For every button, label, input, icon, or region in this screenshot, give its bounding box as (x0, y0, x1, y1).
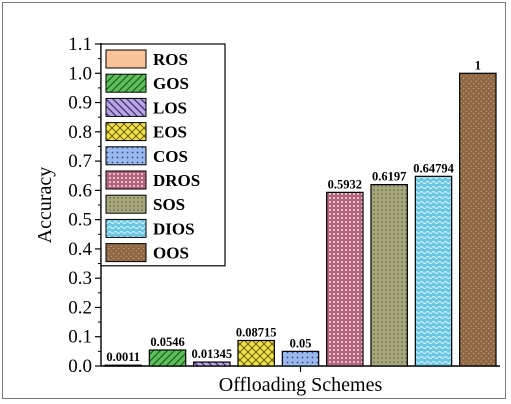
data-label-dios: 0.64794 (413, 161, 454, 175)
chart-frame (2, 2, 506, 399)
legend-label-gos: GOS (153, 74, 189, 93)
legend-label-dros: DROS (153, 171, 200, 190)
legend-label-los: LOS (153, 98, 187, 117)
legend-swatch-dros (105, 170, 147, 190)
y-tick-label: 0.4 (68, 239, 92, 260)
bar-dros (326, 191, 364, 367)
legend-label-oos: OOS (153, 244, 189, 263)
legend: ROS GOS LOS EOS COS DROS SOS DIOS OOS (100, 43, 226, 267)
legend-swatch-gos (105, 73, 147, 93)
y-tick-label: 1.0 (68, 63, 92, 84)
bar-los (193, 361, 231, 367)
y-tick-label: 0.7 (68, 151, 92, 172)
bar-eos (237, 339, 275, 367)
bar-gos (148, 349, 187, 367)
legend-label-eos: EOS (153, 123, 187, 142)
data-label-los: 0.01345 (192, 347, 233, 361)
legend-swatch-oos (105, 243, 147, 263)
legend-label-sos: SOS (153, 195, 185, 214)
y-tick-label: 0.9 (68, 93, 92, 114)
data-label-sos: 0.6197 (372, 170, 406, 184)
bar-sos (370, 183, 408, 367)
legend-swatch-los (105, 97, 147, 117)
legend-swatch-dios (105, 218, 147, 238)
y-axis-title: Accuracy (34, 167, 56, 244)
y-tick-label: 0.6 (68, 180, 92, 201)
data-label-eos: 0.08715 (236, 325, 277, 339)
bars (104, 72, 497, 367)
bar-ros (104, 364, 142, 367)
y-tick-label: 0.2 (68, 297, 92, 318)
y-tick-label: 0.0 (68, 356, 92, 377)
legend-swatch-eos (105, 122, 147, 142)
y-tick-label: 1.1 (68, 34, 92, 55)
legend-swatch-sos (105, 194, 147, 214)
data-label-oos: 1 (475, 58, 481, 72)
legend-swatch-cos (105, 146, 147, 166)
data-label-ros: 0.0011 (106, 350, 140, 364)
x-axis-title: Offloading Schemes (219, 374, 383, 396)
bar-oos (459, 72, 497, 367)
y-tick-label: 0.5 (68, 210, 92, 231)
legend-label-dios: DIOS (153, 219, 195, 238)
data-label-gos: 0.0546 (150, 335, 184, 349)
legend-swatch-ros (105, 49, 147, 69)
data-label-dros: 0.5932 (328, 177, 362, 191)
bar-dios (414, 175, 453, 367)
data-label-cos: 0.05 (290, 336, 312, 350)
y-tick-label: 0.1 (68, 327, 92, 348)
bar-cos (281, 350, 320, 367)
y-tick-label: 0.3 (68, 268, 92, 289)
y-tick-label: 0.8 (68, 122, 92, 143)
legend-label-ros: ROS (153, 50, 188, 69)
legend-label-cos: COS (153, 147, 188, 166)
axes: 0.0 0.1 0.2 0.3 0.4 0.5 0.6 0.7 0.8 0.9 1.0 1.1 Offl… (34, 34, 500, 396)
